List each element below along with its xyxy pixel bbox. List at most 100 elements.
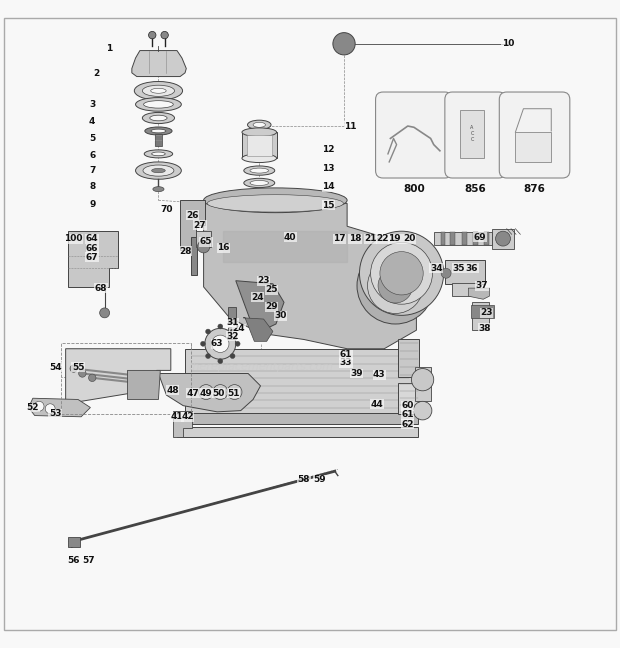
Text: 20: 20 (403, 234, 415, 243)
Text: 24: 24 (251, 293, 264, 302)
Text: 69: 69 (474, 233, 487, 242)
Text: 28: 28 (179, 246, 192, 255)
Bar (191, 237, 197, 275)
Text: 58: 58 (298, 476, 310, 485)
Bar (228, 307, 236, 323)
Polygon shape (29, 399, 91, 417)
Text: 21: 21 (365, 234, 377, 243)
Text: 8: 8 (89, 181, 95, 191)
Circle shape (45, 404, 55, 413)
Circle shape (441, 268, 451, 278)
Circle shape (213, 385, 228, 399)
Ellipse shape (250, 193, 268, 198)
Text: 11: 11 (344, 122, 356, 130)
Text: 18: 18 (349, 234, 361, 243)
Text: 53: 53 (49, 409, 61, 418)
Text: 65: 65 (200, 237, 212, 246)
Ellipse shape (144, 100, 173, 108)
Bar (434, 233, 492, 245)
Circle shape (161, 31, 169, 39)
Bar (462, 233, 467, 245)
Text: 47: 47 (186, 389, 199, 398)
Text: 4: 4 (89, 117, 95, 126)
Polygon shape (68, 231, 118, 287)
Text: 50: 50 (212, 389, 224, 398)
Circle shape (380, 251, 423, 295)
Polygon shape (468, 288, 489, 299)
Text: 25: 25 (265, 286, 278, 294)
Circle shape (89, 374, 96, 382)
Text: 33: 33 (340, 358, 352, 367)
Text: 23: 23 (257, 276, 270, 285)
Ellipse shape (242, 154, 277, 163)
Bar (398, 340, 420, 376)
Text: 17: 17 (334, 234, 346, 243)
Text: 34: 34 (430, 264, 443, 273)
Text: 63: 63 (211, 340, 223, 348)
Bar (515, 132, 551, 162)
Polygon shape (203, 203, 417, 349)
Ellipse shape (244, 178, 275, 188)
Text: 30: 30 (274, 312, 286, 321)
Bar (177, 413, 418, 424)
Circle shape (412, 369, 434, 391)
Text: 60: 60 (402, 401, 414, 410)
Ellipse shape (244, 166, 275, 175)
Polygon shape (243, 318, 273, 341)
Circle shape (70, 365, 78, 372)
Text: 55: 55 (72, 363, 84, 372)
Text: 14: 14 (322, 182, 335, 191)
Circle shape (79, 370, 86, 377)
Text: 70: 70 (160, 205, 173, 214)
Text: 800: 800 (403, 184, 425, 194)
Text: 5: 5 (89, 134, 95, 143)
FancyBboxPatch shape (499, 92, 570, 178)
Text: 31: 31 (226, 318, 239, 327)
Text: A
C
C: A C C (471, 125, 474, 142)
Ellipse shape (143, 165, 174, 176)
Circle shape (218, 324, 223, 329)
Bar (459, 110, 484, 158)
Ellipse shape (247, 120, 271, 130)
Bar (398, 383, 420, 413)
Text: 40: 40 (284, 233, 296, 242)
Polygon shape (128, 371, 161, 399)
Ellipse shape (242, 128, 277, 137)
Circle shape (357, 248, 434, 324)
Polygon shape (159, 373, 260, 412)
Text: 56: 56 (68, 556, 80, 565)
Text: 38: 38 (478, 324, 490, 333)
Text: 23: 23 (480, 308, 492, 318)
Text: 37: 37 (476, 281, 489, 290)
Polygon shape (185, 349, 415, 423)
Text: 7: 7 (89, 166, 95, 175)
Bar (228, 327, 236, 340)
Ellipse shape (250, 181, 268, 185)
Ellipse shape (153, 187, 164, 192)
Circle shape (360, 231, 444, 316)
Circle shape (495, 231, 510, 246)
Text: 66: 66 (86, 244, 99, 253)
Circle shape (34, 401, 44, 411)
Polygon shape (132, 51, 186, 76)
Polygon shape (223, 231, 347, 262)
Text: 19: 19 (389, 234, 401, 243)
Ellipse shape (207, 194, 343, 212)
Text: 3: 3 (89, 100, 95, 109)
Ellipse shape (145, 127, 172, 135)
Circle shape (235, 341, 240, 346)
Bar (473, 233, 478, 245)
Bar (450, 233, 454, 245)
Circle shape (230, 329, 235, 334)
Text: 43: 43 (373, 370, 386, 379)
Text: 2: 2 (94, 69, 100, 78)
Ellipse shape (151, 88, 166, 93)
Text: 67: 67 (86, 253, 99, 262)
Circle shape (206, 354, 211, 358)
Polygon shape (236, 281, 284, 331)
Text: 26: 26 (186, 211, 199, 220)
Text: 36: 36 (466, 264, 478, 273)
Bar (484, 233, 489, 245)
Text: 48: 48 (166, 386, 179, 395)
Text: 32: 32 (226, 332, 239, 341)
